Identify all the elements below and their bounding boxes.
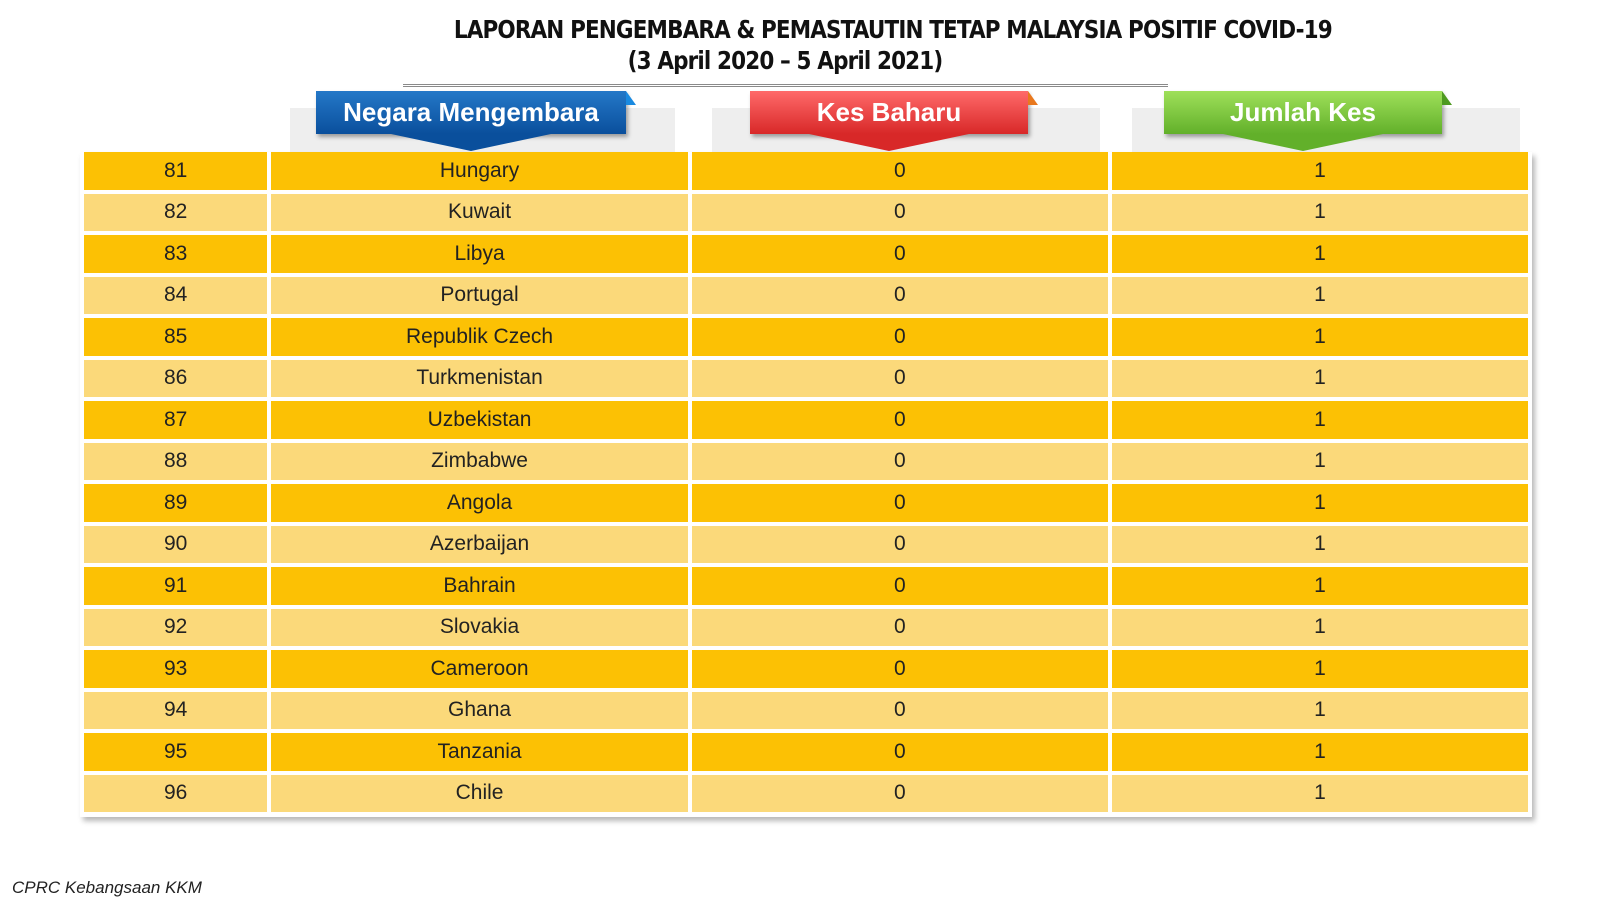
row-number: 84 (84, 276, 268, 314)
new-cases-cell: 0 (691, 193, 1108, 231)
cases-table-body: 81 Hungary 0 1 82 Kuwait 0 1 83 Libya 0 1 84 Portugal… (84, 152, 1528, 812)
row-number: 91 (84, 567, 268, 605)
row-number: 89 (84, 484, 268, 522)
table-row: 87 Uzbekistan 0 1 (84, 401, 1528, 439)
cases-table-container: 81 Hungary 0 1 82 Kuwait 0 1 83 Libya 0 1 84 Portugal… (80, 152, 1532, 817)
country-cell: Azerbaijan (271, 525, 688, 563)
country-cell: Slovakia (271, 608, 688, 646)
header-new-cases-arrow (809, 134, 969, 151)
new-cases-cell: 0 (691, 608, 1108, 646)
country-cell: Republik Czech (271, 318, 688, 356)
country-cell: Uzbekistan (271, 401, 688, 439)
country-cell: Turkmenistan (271, 359, 688, 397)
new-cases-cell: 0 (691, 484, 1108, 522)
new-cases-cell: 0 (691, 359, 1108, 397)
row-number: 86 (84, 359, 268, 397)
source-footer: CPRC Kebangsaan KKM (12, 878, 202, 897)
row-number: 81 (84, 152, 268, 190)
table-row: 90 Azerbaijan 0 1 (84, 525, 1528, 563)
table-row: 95 Tanzania 0 1 (84, 733, 1528, 771)
table-row: 86 Turkmenistan 0 1 (84, 359, 1528, 397)
total-cases-cell: 1 (1111, 442, 1528, 480)
row-number: 85 (84, 318, 268, 356)
country-cell: Hungary (271, 152, 688, 190)
title-line-2: (3 April 2020 – 5 April 2021) (627, 46, 944, 75)
new-cases-cell: 0 (691, 650, 1108, 688)
country-cell: Tanzania (271, 733, 688, 771)
table-row: 88 Zimbabwe 0 1 (84, 442, 1528, 480)
country-cell: Kuwait (271, 193, 688, 231)
header-total-cases-arrow (1223, 134, 1383, 151)
cases-table: 81 Hungary 0 1 82 Kuwait 0 1 83 Libya 0 1 84 Portugal… (80, 148, 1532, 816)
table-row: 94 Ghana 0 1 (84, 691, 1528, 729)
country-cell: Bahrain (271, 567, 688, 605)
table-row: 84 Portugal 0 1 (84, 276, 1528, 314)
total-cases-cell: 1 (1111, 608, 1528, 646)
row-number: 95 (84, 733, 268, 771)
new-cases-cell: 0 (691, 401, 1108, 439)
new-cases-cell: 0 (691, 276, 1108, 314)
report-title: LAPORAN PENGEMBARA & PEMASTAUTIN TETAP M… (400, 14, 1333, 76)
total-cases-cell: 1 (1111, 774, 1528, 812)
table-row: 82 Kuwait 0 1 (84, 193, 1528, 231)
table-row: 83 Libya 0 1 (84, 235, 1528, 273)
table-row: 93 Cameroon 0 1 (84, 650, 1528, 688)
total-cases-cell: 1 (1111, 276, 1528, 314)
row-number: 82 (84, 193, 268, 231)
new-cases-cell: 0 (691, 691, 1108, 729)
new-cases-cell: 0 (691, 318, 1108, 356)
row-number: 88 (84, 442, 268, 480)
new-cases-cell: 0 (691, 525, 1108, 563)
total-cases-cell: 1 (1111, 359, 1528, 397)
row-number: 94 (84, 691, 268, 729)
header-country: Negara Mengembara (316, 91, 636, 151)
header-country-arrow (391, 134, 551, 151)
title-line-1: LAPORAN PENGEMBARA & PEMASTAUTIN TETAP M… (453, 15, 1333, 44)
country-cell: Portugal (271, 276, 688, 314)
new-cases-cell: 0 (691, 567, 1108, 605)
row-number: 90 (84, 525, 268, 563)
table-row: 91 Bahrain 0 1 (84, 567, 1528, 605)
total-cases-cell: 1 (1111, 691, 1528, 729)
new-cases-cell: 0 (691, 442, 1108, 480)
new-cases-cell: 0 (691, 235, 1108, 273)
header-total-cases: Jumlah Kes (1164, 91, 1452, 151)
header-total-cases-label: Jumlah Kes (1230, 97, 1376, 127)
new-cases-cell: 0 (691, 733, 1108, 771)
country-cell: Libya (271, 235, 688, 273)
total-cases-cell: 1 (1111, 193, 1528, 231)
table-row: 92 Slovakia 0 1 (84, 608, 1528, 646)
country-cell: Cameroon (271, 650, 688, 688)
country-cell: Zimbabwe (271, 442, 688, 480)
table-row: 81 Hungary 0 1 (84, 152, 1528, 190)
new-cases-cell: 0 (691, 774, 1108, 812)
table-row: 96 Chile 0 1 (84, 774, 1528, 812)
row-number: 83 (84, 235, 268, 273)
title-underline (403, 84, 1168, 87)
total-cases-cell: 1 (1111, 235, 1528, 273)
new-cases-cell: 0 (691, 152, 1108, 190)
country-cell: Angola (271, 484, 688, 522)
total-cases-cell: 1 (1111, 567, 1528, 605)
total-cases-cell: 1 (1111, 650, 1528, 688)
total-cases-cell: 1 (1111, 318, 1528, 356)
total-cases-cell: 1 (1111, 152, 1528, 190)
total-cases-cell: 1 (1111, 401, 1528, 439)
row-number: 96 (84, 774, 268, 812)
total-cases-cell: 1 (1111, 525, 1528, 563)
header-new-cases-label: Kes Baharu (816, 97, 962, 127)
total-cases-cell: 1 (1111, 733, 1528, 771)
row-number: 87 (84, 401, 268, 439)
header-country-label: Negara Mengembara (343, 97, 599, 127)
table-row: 89 Angola 0 1 (84, 484, 1528, 522)
table-row: 85 Republik Czech 0 1 (84, 318, 1528, 356)
country-cell: Chile (271, 774, 688, 812)
row-number: 93 (84, 650, 268, 688)
row-number: 92 (84, 608, 268, 646)
header-new-cases: Kes Baharu (750, 91, 1038, 151)
total-cases-cell: 1 (1111, 484, 1528, 522)
country-cell: Ghana (271, 691, 688, 729)
